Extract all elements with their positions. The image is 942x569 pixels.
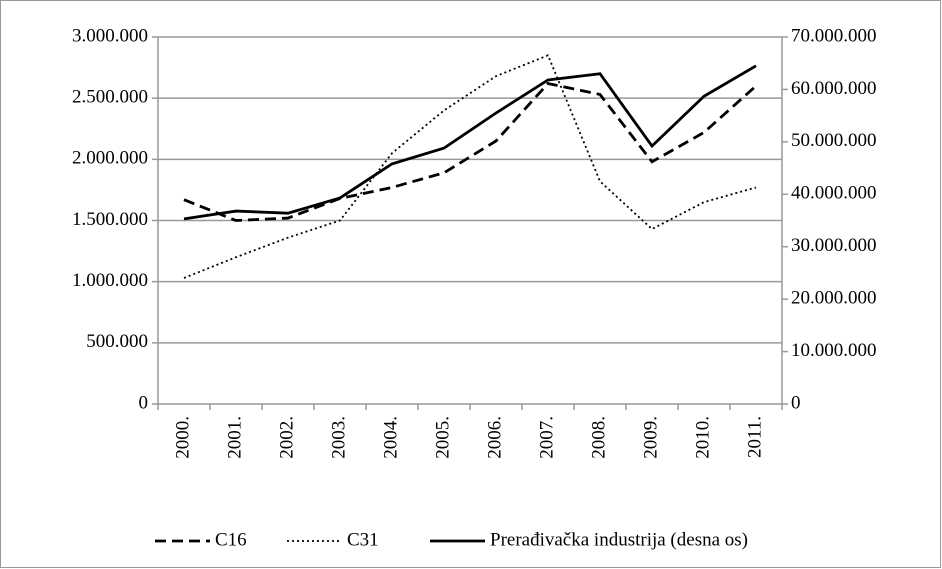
legend-label: C31 — [347, 529, 379, 550]
y2-tick-label: 70.000.000 — [791, 25, 877, 46]
y-tick-label: 1.500.000 — [72, 209, 148, 230]
y-tick-label: 2.000.000 — [72, 148, 148, 169]
y2-tick-label: 60.000.000 — [791, 78, 877, 99]
y-tick-label: 3.000.000 — [72, 25, 148, 46]
y-tick-label: 0 — [139, 392, 149, 413]
y2-tick-label: 30.000.000 — [791, 235, 877, 256]
x-tick-label: 2003. — [328, 416, 349, 459]
x-tick-label: 2000. — [172, 416, 193, 459]
x-tick-label: 2005. — [432, 416, 453, 459]
x-tick-label: 2008. — [588, 416, 609, 459]
x-tick-label: 2006. — [484, 416, 505, 459]
y2-tick-label: 0 — [791, 392, 801, 413]
x-tick-label: 2001. — [224, 416, 245, 459]
x-tick-label: 2002. — [276, 416, 297, 459]
legend-label: Prerađivačka industrija (desna os) — [490, 529, 748, 550]
y2-tick-label: 50.000.000 — [791, 130, 877, 151]
y-tick-label: 500.000 — [86, 331, 148, 352]
x-tick-label: 2004. — [380, 416, 401, 459]
series-line — [183, 64, 757, 221]
y-tick-label: 1.000.000 — [72, 270, 148, 291]
x-tick-label: 2007. — [536, 416, 557, 459]
y2-tick-label: 20.000.000 — [791, 288, 877, 309]
y2-tick-label: 40.000.000 — [791, 183, 877, 204]
y-tick-label: 2.500.000 — [72, 87, 148, 108]
legend-label: C16 — [215, 529, 247, 550]
y2-tick-label: 10.000.000 — [791, 340, 877, 361]
x-tick-label: 2009. — [640, 416, 661, 459]
x-tick-label: 2010. — [692, 416, 713, 459]
x-tick-label: 2011. — [744, 416, 765, 458]
